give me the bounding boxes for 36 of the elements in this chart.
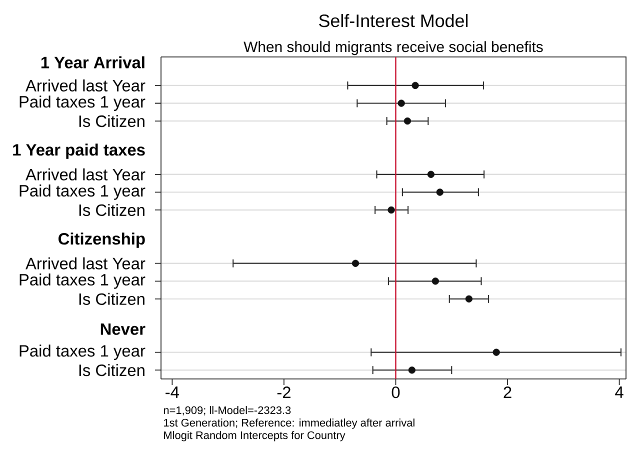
point bbox=[398, 100, 405, 107]
y-tick-label: 1 Year paid taxes bbox=[13, 144, 145, 159]
x-tick-label: -2 bbox=[277, 386, 290, 398]
point bbox=[432, 278, 440, 285]
x-tick-label: 4 bbox=[615, 386, 624, 398]
x-tick-label: 2 bbox=[504, 386, 512, 398]
x-tick-label: -4 bbox=[166, 386, 180, 398]
point bbox=[465, 295, 473, 303]
y-tick-label: Paid taxes 1 year bbox=[20, 273, 146, 289]
y-tick-label: Arrived last Year bbox=[26, 168, 146, 180]
point bbox=[427, 170, 435, 178]
point bbox=[404, 117, 412, 125]
y-tick-label: Never bbox=[100, 323, 146, 335]
text: n=1,909; ll-Model=-2323.3 bbox=[164, 406, 291, 416]
y-tick-label: Arrived last Year bbox=[26, 79, 146, 92]
point bbox=[352, 260, 360, 267]
chart-subtitle: When should migrants receive social benefits bbox=[244, 41, 543, 56]
y-tick-label: Is Citizen bbox=[79, 292, 144, 305]
point bbox=[408, 366, 416, 374]
text: Mlogit Random Intercepts for Country bbox=[164, 431, 346, 442]
y-tick-label: Is Citizen bbox=[79, 364, 144, 376]
y-tick-label: Paid taxes 1 year bbox=[20, 96, 146, 111]
point bbox=[492, 348, 500, 356]
x-tick-label: 0 bbox=[392, 386, 400, 398]
chart-title: Self-Interest Model bbox=[319, 14, 468, 28]
y-tick-label: Paid taxes 1 year bbox=[20, 184, 146, 200]
y-tick-label: Is Citizen bbox=[79, 204, 144, 216]
point bbox=[436, 188, 444, 196]
y-tick-label: Is Citizen bbox=[79, 115, 144, 128]
y-tick-label: Arrived last Year bbox=[26, 257, 146, 270]
point bbox=[388, 206, 395, 214]
y-tick-label: Paid taxes 1 year bbox=[20, 344, 146, 360]
text: 1st Generation; Reference: immediatley after arrival bbox=[164, 418, 414, 429]
point bbox=[412, 82, 419, 90]
y-tick-label: Citizenship bbox=[58, 232, 145, 248]
y-tick-label: 1 Year Arrival bbox=[41, 56, 144, 68]
